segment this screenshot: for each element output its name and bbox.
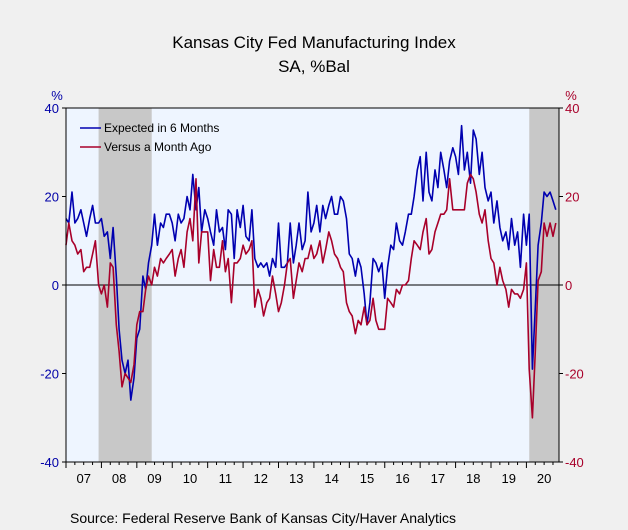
- right-y-tick-label: 20: [565, 190, 579, 205]
- right-y-tick-label: 40: [565, 101, 579, 116]
- left-y-tick-label: 0: [52, 278, 59, 293]
- left-y-tick-label: -20: [40, 367, 59, 382]
- right-y-tick-label: -20: [565, 367, 584, 382]
- x-tick-label: 15: [360, 471, 374, 486]
- legend-label-1: Versus a Month Ago: [104, 140, 212, 154]
- x-tick-label: 09: [147, 471, 161, 486]
- x-tick-label: 16: [395, 471, 409, 486]
- x-tick-label: 13: [289, 471, 303, 486]
- left-y-tick-label: 20: [45, 190, 59, 205]
- series-line-versus-month-ago: [65, 173, 557, 419]
- x-tick-label: 08: [112, 471, 126, 486]
- right-axis-unit-label: %: [565, 88, 577, 103]
- left-axis-unit-label: %: [51, 88, 63, 103]
- legend-label-0: Expected in 6 Months: [104, 121, 219, 135]
- right-y-tick-label: 0: [565, 278, 572, 293]
- left-y-tick-label: 40: [45, 101, 59, 116]
- chart-subtitle: SA, %Bal: [278, 57, 350, 76]
- series-line-expected-6-months: [65, 124, 557, 401]
- x-tick-label: 07: [76, 471, 90, 486]
- x-tick-label: 12: [254, 471, 268, 486]
- x-tick-label: 19: [501, 471, 515, 486]
- source-note: Source: Federal Reserve Bank of Kansas C…: [70, 510, 456, 526]
- chart-title: Kansas City Fed Manufacturing Index: [172, 33, 456, 52]
- left-y-tick-label: -40: [40, 455, 59, 470]
- x-tick-label: 17: [431, 471, 445, 486]
- x-tick-label: 11: [219, 471, 233, 486]
- x-tick-label: 10: [183, 471, 197, 486]
- right-y-tick-label: -40: [565, 455, 584, 470]
- x-tick-label: 18: [466, 471, 480, 486]
- x-tick-label: 20: [537, 471, 551, 486]
- x-tick-label: 14: [324, 471, 338, 486]
